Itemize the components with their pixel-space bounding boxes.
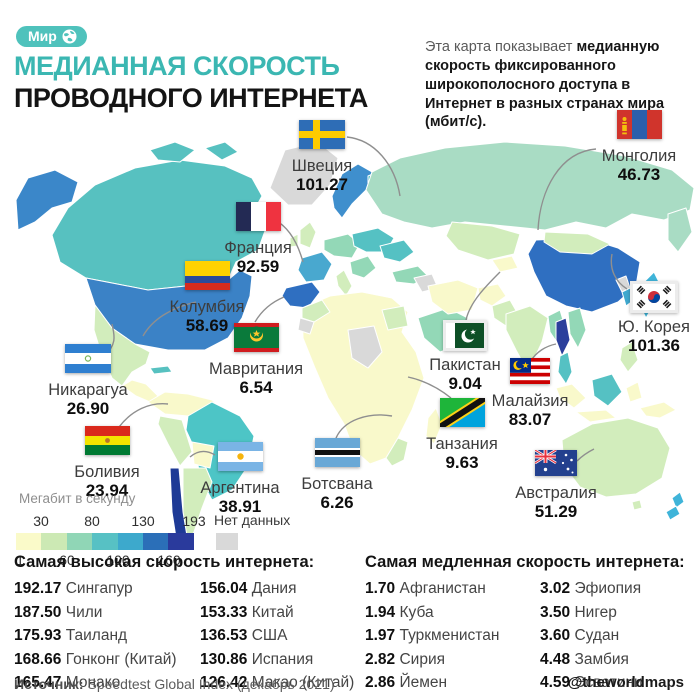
legend-color-scale (16, 533, 194, 550)
slowest-heading: Самая медленная скорость интернета: (365, 553, 685, 571)
list-item: 2.86 Йемен (365, 674, 448, 691)
legend-title: Мегабит в секунду (19, 491, 136, 506)
legend: Мегабит в секунду 30 80 130 193 1 60 100… (14, 491, 314, 568)
legend-no-data-label: Нет данных (214, 512, 291, 528)
source-credit: Источник: Speedtest Global Index (декабр… (14, 676, 335, 692)
fastest-col2: 156.04 Дания 153.33 Китай 136.53 США 130… (200, 580, 354, 698)
list-item: 156.04 Дания (200, 580, 297, 597)
list-item: 175.93 Таиланд (14, 627, 128, 644)
list-item: 1.94 Куба (365, 603, 434, 621)
world-badge: Мир (16, 26, 87, 47)
author-handle: @theworldmaps (567, 674, 684, 691)
list-item: 2.82 Сирия (365, 650, 446, 668)
list-item: 126.42 Макао (Китай) (200, 674, 355, 691)
legend-tick: 130 (131, 513, 155, 529)
list-item: 130.86 Испания (200, 650, 314, 668)
list-item: 4.48 Замбия (540, 650, 629, 668)
page-title-line1: МЕДИАННАЯ СКОРОСТЬ (14, 51, 340, 81)
list-item: 168.66 Гонконг (Китай) (14, 650, 177, 668)
fastest-speeds-section: Самая высокая скорость интернета: 192.17… (14, 553, 359, 691)
list-item: 1.70 Афганистан (365, 580, 486, 597)
list-item: 1.97 Туркменистан (365, 627, 500, 644)
source-label: Источник: (14, 676, 84, 692)
list-item: 192.17 Сингапур (14, 580, 133, 597)
list-item: 3.50 Нигер (540, 603, 617, 621)
slowest-col1: 1.70 Афганистан 1.94 Куба 1.97 Туркменис… (365, 580, 499, 698)
list-item: 3.02 Эфиопия (540, 580, 642, 597)
list-item: 165.47 Монако (14, 674, 121, 691)
legend-tick: 100 (106, 552, 130, 568)
map-description: Эта карта показывает медианную скорость … (425, 38, 687, 132)
slowest-speeds-section: Самая медленная скорость интернета: 1.70… (365, 553, 695, 691)
list-item: 3.60 Судан (540, 627, 620, 644)
map-countries (15, 141, 695, 545)
page-title-line2: ПРОВОДНОГО ИНТЕРНЕТА (14, 83, 368, 114)
globe-icon (62, 29, 77, 44)
list-item: 153.33 Китай (200, 603, 294, 621)
description-prefix: Эта карта показывает (425, 39, 577, 55)
list-item: 136.53 США (200, 627, 288, 644)
list-item: 4.59 Эсватини (540, 674, 643, 691)
legend-tick: 1 (16, 552, 24, 568)
list-item: 187.50 Чили (14, 603, 103, 621)
description-bold: медианную скорость фиксированного широко… (425, 39, 665, 131)
slowest-col2: 3.02 Эфиопия 3.50 Нигер 3.60 Судан 4.48 … (540, 580, 643, 698)
legend-no-data-swatch (216, 533, 238, 550)
source-text: Speedtest Global Index (декабрь 2021) (83, 676, 335, 692)
badge-label: Мир (28, 28, 57, 44)
legend-tick: 160 (157, 552, 181, 568)
page-title: МЕДИАННАЯ СКОРОСТЬ ПРОВОДНОГО ИНТЕРНЕТА (14, 50, 368, 115)
legend-tick: 60 (59, 552, 75, 568)
legend-tick: 30 (33, 513, 49, 529)
legend-tick: 80 (84, 513, 100, 529)
fastest-heading: Самая высокая скорость интернета: (14, 553, 315, 571)
legend-tick: 193 (182, 513, 206, 529)
fastest-col1: 192.17 Сингапур 187.50 Чили 175.93 Таила… (14, 580, 177, 698)
